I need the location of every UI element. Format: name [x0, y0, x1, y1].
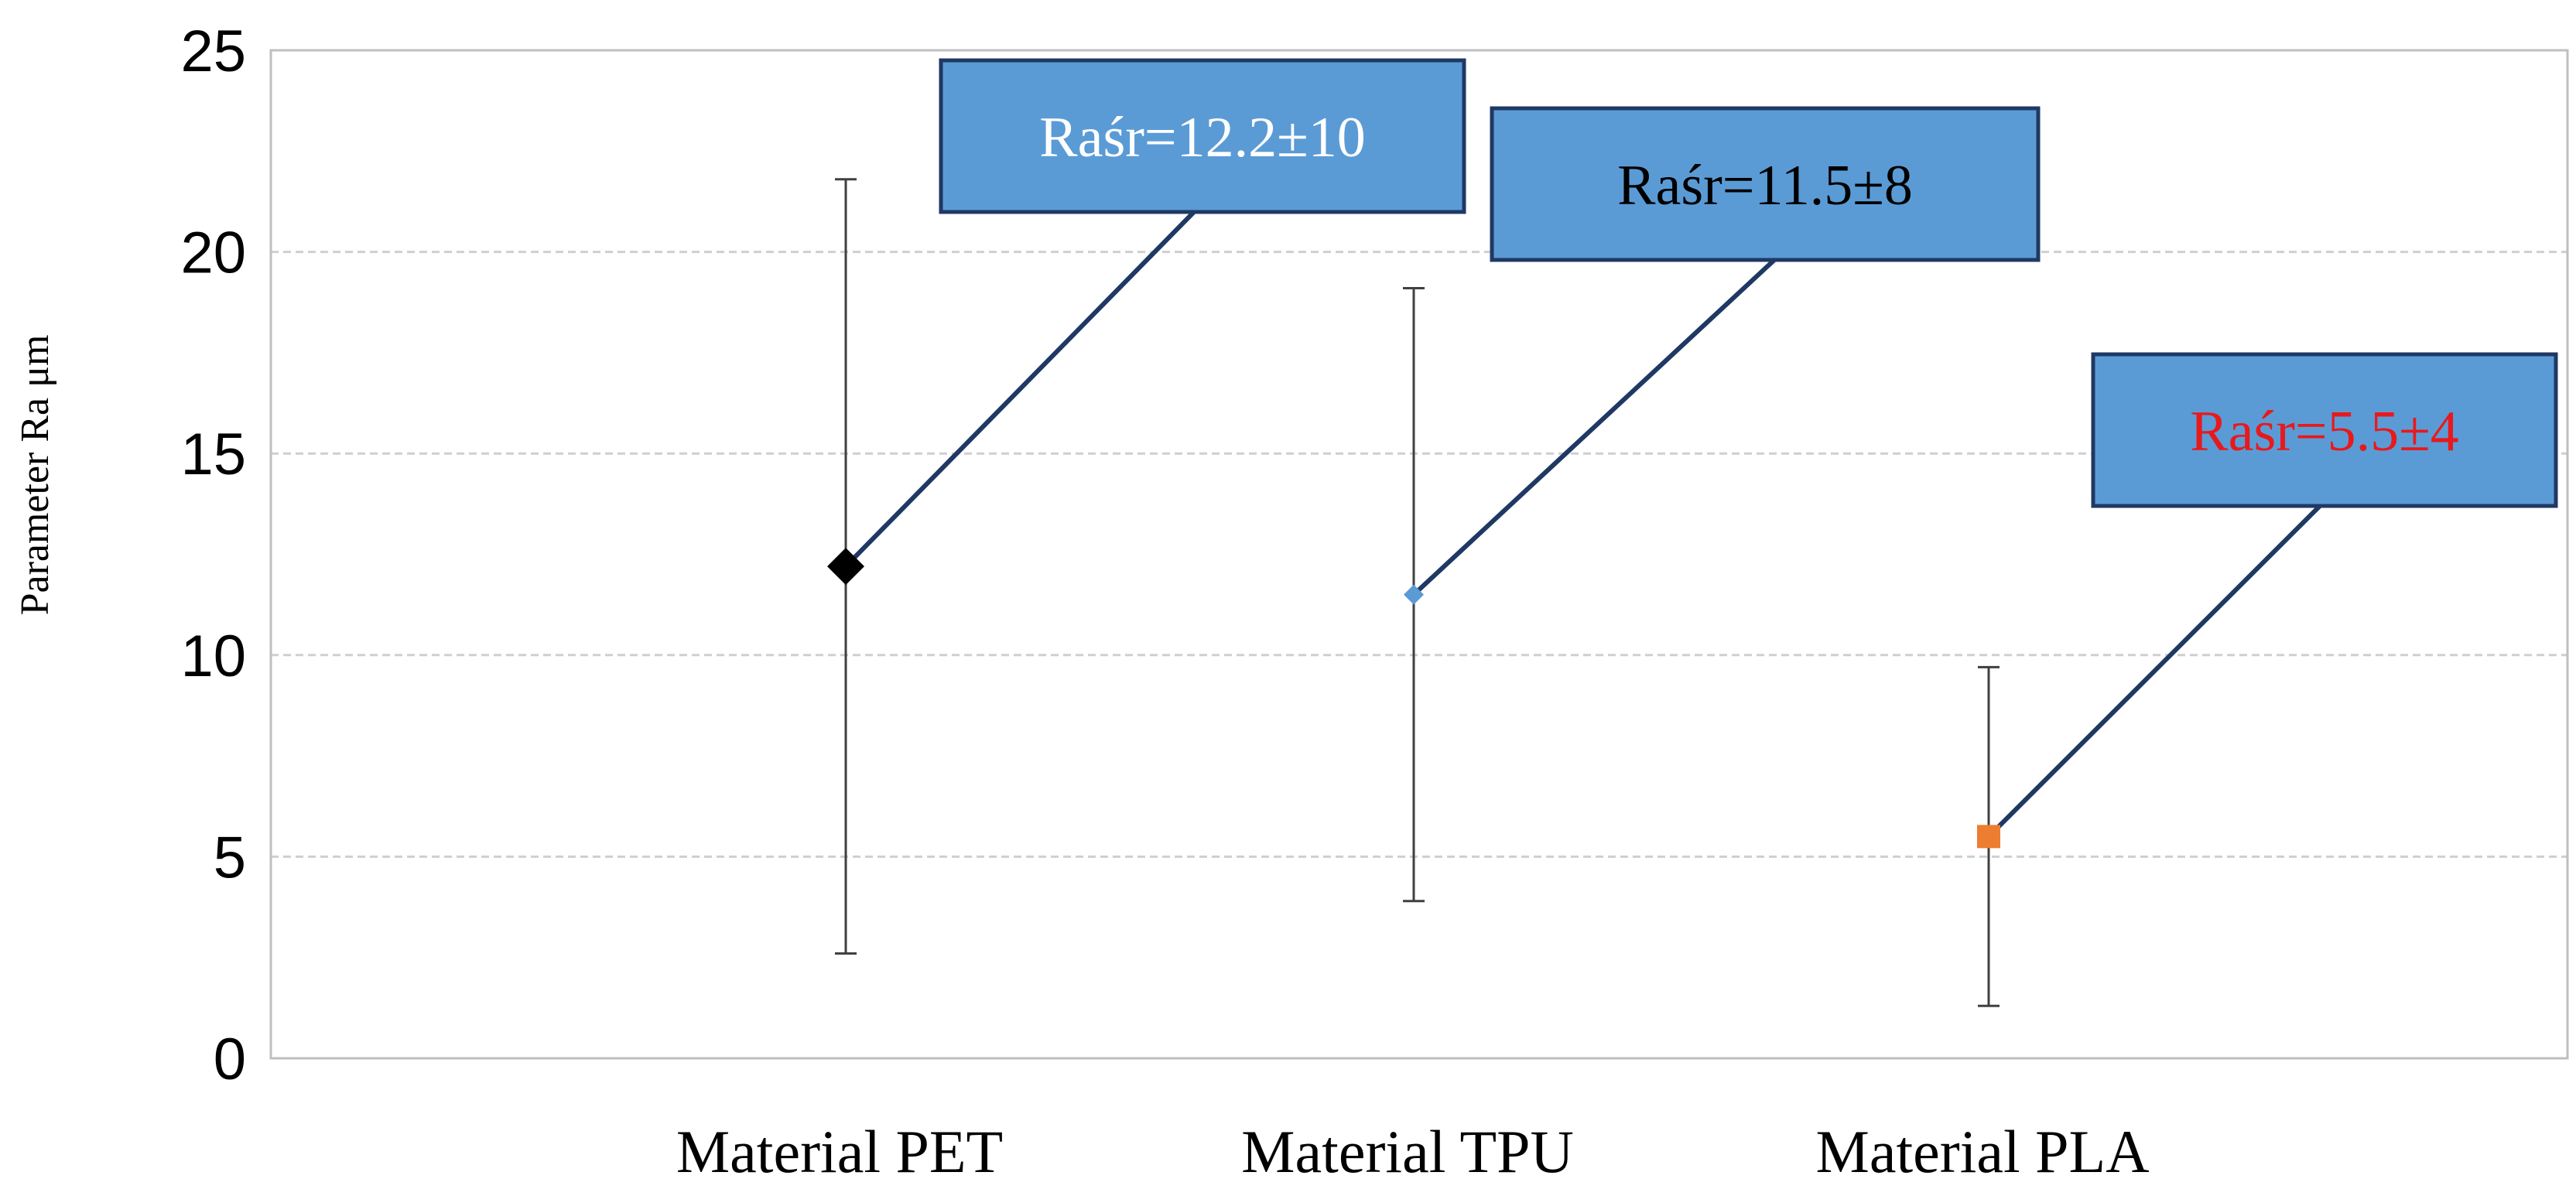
x-axis-categories: Material PET Material TPU Material PLA: [676, 1118, 2150, 1185]
annotation-label-2: Raśr=5.5±4: [2190, 400, 2459, 463]
y-tick-label: 10: [180, 624, 246, 689]
x-category-label: Material PET: [676, 1118, 1003, 1185]
leader-line-0: [843, 210, 1196, 569]
leader-line-1: [1411, 258, 1777, 596]
marker-diamond-0: [827, 548, 864, 586]
marker-diamond-1: [1404, 584, 1424, 605]
y-axis-label: Parameter Ra μm: [13, 335, 57, 616]
annotation-leader-lines: [843, 210, 2322, 839]
y-tick-label: 15: [180, 422, 246, 487]
leader-line-2: [1986, 504, 2322, 839]
annotation-box-2: [2091, 352, 2558, 508]
grid-lines: [271, 251, 2567, 858]
y-tick-label: 25: [180, 19, 246, 84]
marker-square-2: [1977, 825, 2000, 849]
annotation-box-1: [1490, 106, 2041, 262]
y-tick-label: 5: [214, 825, 246, 890]
y-tick-label: 0: [214, 1027, 246, 1092]
plot-area-frame: [269, 49, 2569, 1060]
annotation-callouts: Raśr=12.2±10 Raśr=11.5±8 Raśr=5.5±4: [939, 58, 2558, 508]
annotation-box-0: [939, 58, 1466, 214]
data-markers: [827, 548, 2000, 849]
x-category-label: Material PLA: [1815, 1118, 2149, 1185]
x-category-label: Material TPU: [1241, 1118, 1574, 1185]
y-tick-label: 20: [180, 220, 246, 286]
annotation-label-0: Raśr=12.2±10: [1039, 106, 1366, 169]
y-axis-ticks: 0 5 10 15 20 25: [180, 19, 246, 1092]
annotation-label-1: Raśr=11.5±8: [1617, 154, 1913, 217]
